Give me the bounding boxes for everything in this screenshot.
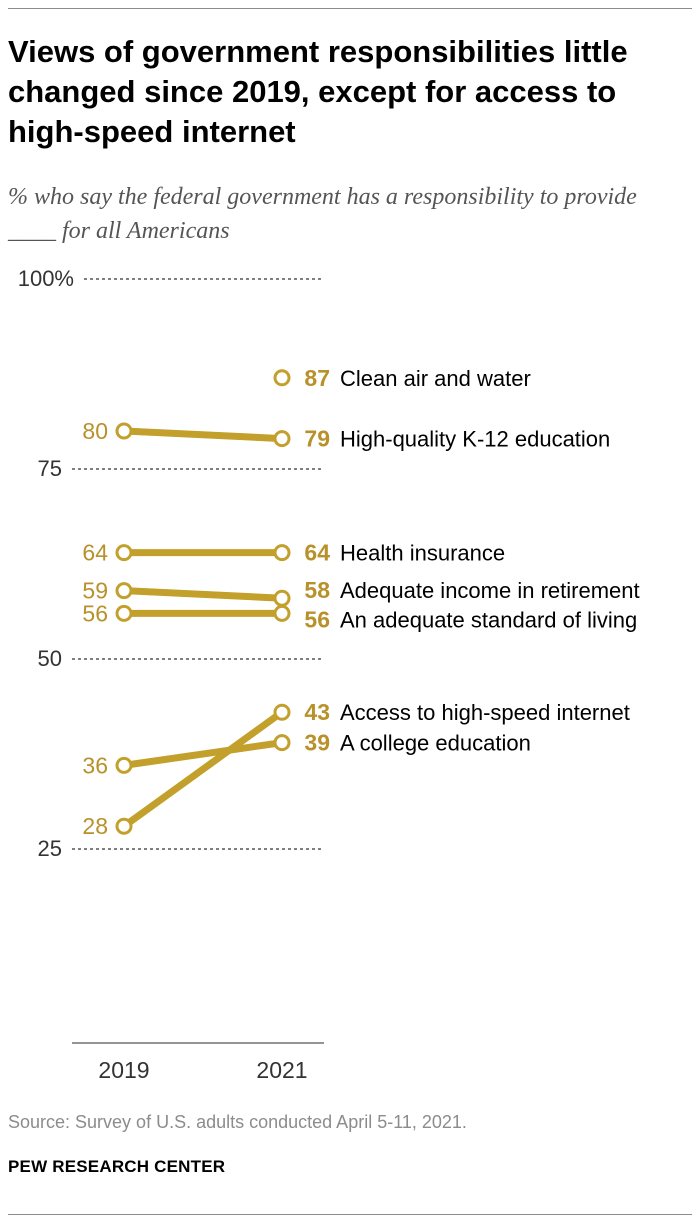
y-tick-label: 75: [38, 456, 62, 481]
data-point: [273, 544, 291, 562]
data-point: [273, 604, 291, 622]
series-name-label: A college education: [340, 731, 531, 756]
series-line: [121, 709, 285, 830]
data-label-2021: 79: [304, 426, 330, 452]
bottom-rule: [8, 1214, 692, 1215]
chart-area: 100% 75 50 25 2019 2021 87 Clean air and water 8…: [18, 266, 640, 1083]
data-label-2019: 59: [82, 578, 108, 604]
data-label-2019: 64: [82, 540, 108, 566]
chart-title: Views of government responsibilities lit…: [8, 34, 628, 149]
top-rule: [8, 8, 692, 9]
data-label-2021: 56: [304, 606, 330, 632]
x-tick-label: 2021: [256, 1057, 307, 1083]
series-name-label: High-quality K-12 education: [340, 427, 610, 452]
data-label-2021: 39: [304, 730, 330, 756]
data-label-2021: 64: [304, 540, 330, 566]
data-point: [115, 582, 133, 600]
data-point: [273, 703, 291, 721]
series-line: [123, 427, 283, 443]
data-point: [273, 734, 291, 752]
data-label-2021: 43: [304, 699, 330, 725]
data-label-2019: 28: [82, 813, 108, 839]
y-tick-label: 25: [38, 836, 62, 861]
series-name-label: Adequate income in retirement: [340, 578, 640, 603]
data-label-2019: 80: [82, 418, 108, 444]
data-label-2019: 36: [82, 752, 108, 778]
series-line: [123, 587, 283, 602]
source-note: Source: Survey of U.S. adults conducted …: [8, 1112, 467, 1132]
data-point: [115, 604, 133, 622]
y-tick-label: 50: [38, 646, 62, 671]
data-point: [273, 430, 291, 448]
data-point: [115, 422, 133, 440]
y-tick-label: 100%: [18, 266, 74, 291]
data-label-2021: 58: [304, 577, 330, 603]
data-point: [273, 369, 291, 387]
brand-logo: PEW RESEARCH CENTER: [8, 1157, 226, 1176]
data-point: [115, 817, 133, 835]
series-name-label: Health insurance: [340, 541, 505, 566]
data-point: [115, 756, 133, 774]
data-point: [273, 589, 291, 607]
data-point: [115, 544, 133, 562]
series-name-label: An adequate standard of living: [340, 607, 637, 632]
series-name-label: Access to high-speed internet: [340, 700, 630, 725]
x-tick-label: 2019: [98, 1057, 149, 1083]
data-label-2019: 56: [82, 600, 108, 626]
series-name-label: Clean air and water: [340, 366, 531, 391]
data-label-2021: 87: [304, 365, 330, 391]
chart-subtitle: % who say the federal government has a r…: [8, 184, 637, 244]
series-line: [123, 739, 283, 769]
